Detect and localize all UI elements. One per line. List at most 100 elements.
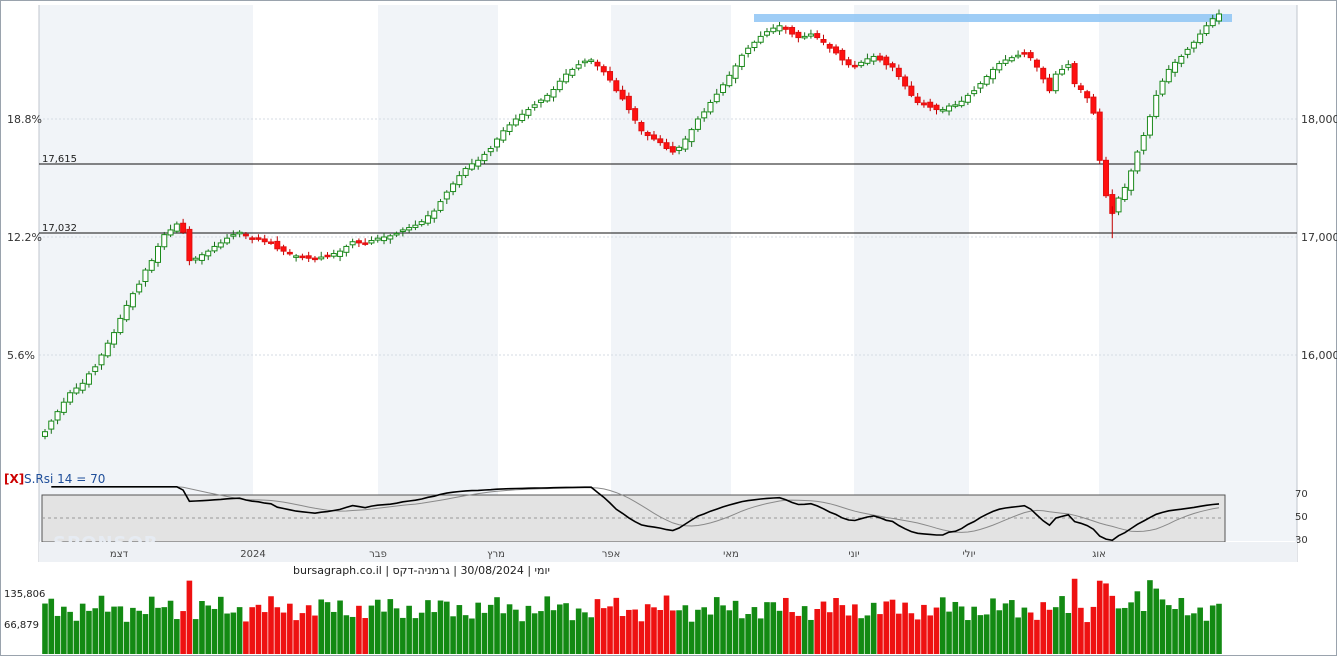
candle-up: [858, 61, 865, 67]
candle-down: [324, 254, 331, 258]
candle-up: [989, 68, 996, 80]
volume-bar-up: [418, 612, 425, 654]
candle-up: [946, 105, 953, 112]
volume-bar-up: [42, 603, 48, 654]
candle-down: [594, 61, 601, 67]
candle-up: [676, 146, 683, 151]
candle-down: [1096, 111, 1103, 161]
candle-down: [795, 31, 802, 39]
rsi-tick-label: 70: [1295, 489, 1308, 500]
month-label: 2024: [240, 549, 265, 560]
level-label: 17,615: [42, 154, 77, 165]
volume-bar-up: [61, 606, 67, 654]
volume-bar-down: [180, 611, 186, 654]
candle-down: [268, 241, 275, 244]
candle-down: [889, 63, 896, 68]
rsi-line: [51, 485, 1220, 542]
volume-bar-up: [801, 606, 808, 654]
candle-up: [713, 93, 720, 103]
candle-down: [663, 142, 670, 150]
candle-up: [192, 257, 199, 261]
candle-up: [701, 111, 708, 119]
candle-up: [525, 109, 532, 116]
candle-up: [569, 68, 576, 76]
candle-up: [1203, 25, 1210, 35]
volume-bar-up: [1134, 591, 1141, 654]
volume-bar-up: [462, 615, 469, 654]
candlesticks: [42, 9, 1222, 440]
volume-bar-up: [161, 607, 168, 654]
candle-up: [958, 100, 965, 107]
candle-up: [1121, 186, 1128, 201]
candle-up: [939, 109, 946, 112]
candle-up: [387, 235, 394, 240]
volume-bar-up: [751, 607, 758, 654]
volume-bar-up: [1172, 609, 1178, 654]
volume-bar-up: [732, 600, 739, 654]
volume-bar-down: [287, 603, 293, 654]
month-label: אוג: [1092, 549, 1106, 560]
volume-bar-down: [826, 612, 833, 654]
month-band: [969, 5, 1099, 541]
volume-bar-up: [557, 604, 563, 654]
volume-bar-up: [582, 612, 588, 654]
volume-bar-down: [845, 615, 852, 654]
volume-bar-up: [757, 618, 764, 654]
candle-down: [299, 255, 306, 259]
volume-bar-up: [870, 602, 877, 654]
volume-bar-up: [1197, 607, 1203, 654]
volume-bar-up: [54, 615, 61, 654]
volume-bar-down: [362, 618, 368, 654]
volume-bar-down: [594, 599, 601, 654]
volume-bar-down: [783, 597, 789, 654]
volume-bar-up: [456, 605, 463, 654]
candle-down: [619, 89, 626, 100]
volume-bar-up: [368, 605, 375, 654]
volume-label: 135,806: [4, 589, 45, 600]
candle-up: [745, 47, 752, 54]
volume-bar-up: [563, 603, 569, 654]
candle-down: [833, 46, 840, 54]
volume-bar-down: [249, 607, 255, 654]
volume-bar-up: [98, 595, 105, 654]
month-bands: [39, 5, 1297, 541]
candle-up: [337, 250, 344, 257]
volume-bar-up: [550, 610, 557, 654]
candle-down: [826, 43, 833, 49]
volume-bar-up: [776, 610, 783, 654]
candle-up: [236, 231, 243, 235]
volume-bar-down: [1027, 612, 1034, 654]
candle-down: [814, 33, 821, 39]
percent-axis: 5.6% 12.2% 18.8%: [7, 113, 42, 362]
volume-bar-up: [450, 616, 456, 654]
candle-down: [286, 251, 293, 255]
candle-down: [820, 39, 827, 43]
volume-bar-up: [387, 599, 394, 654]
candle-up: [1190, 41, 1197, 49]
volume-bar-up: [337, 600, 343, 654]
volume-bar-up: [1159, 599, 1166, 654]
volume-bar-up: [720, 605, 726, 654]
volume-bar-down: [914, 619, 921, 654]
indicator-close-button[interactable]: [X]: [4, 472, 24, 486]
candle-down: [789, 27, 796, 35]
candle-up: [500, 130, 507, 141]
volume-bar-up: [977, 615, 984, 654]
candle-up: [531, 104, 538, 108]
month-axis: דצמ 2024 פבר מרץ אפר מאי יוני יולי אוג: [39, 542, 1297, 562]
candle-up: [148, 260, 155, 271]
volume-bar-up: [211, 608, 218, 654]
candle-up: [399, 229, 406, 232]
candle-up: [431, 210, 438, 219]
footer-caption: יומי | 30/08/2024 | גרמניה-דקס | bursagr…: [293, 564, 550, 577]
volume-bar-down: [619, 616, 626, 654]
candle-up: [393, 232, 400, 236]
candle-down: [625, 95, 632, 111]
candle-up: [1128, 170, 1135, 191]
volume-bar-up: [770, 602, 777, 654]
month-band: [1099, 5, 1297, 541]
candle-down: [186, 228, 193, 262]
volume-bar-up: [205, 605, 212, 654]
candle-down: [669, 146, 676, 153]
volume-bar-up: [1184, 615, 1191, 654]
